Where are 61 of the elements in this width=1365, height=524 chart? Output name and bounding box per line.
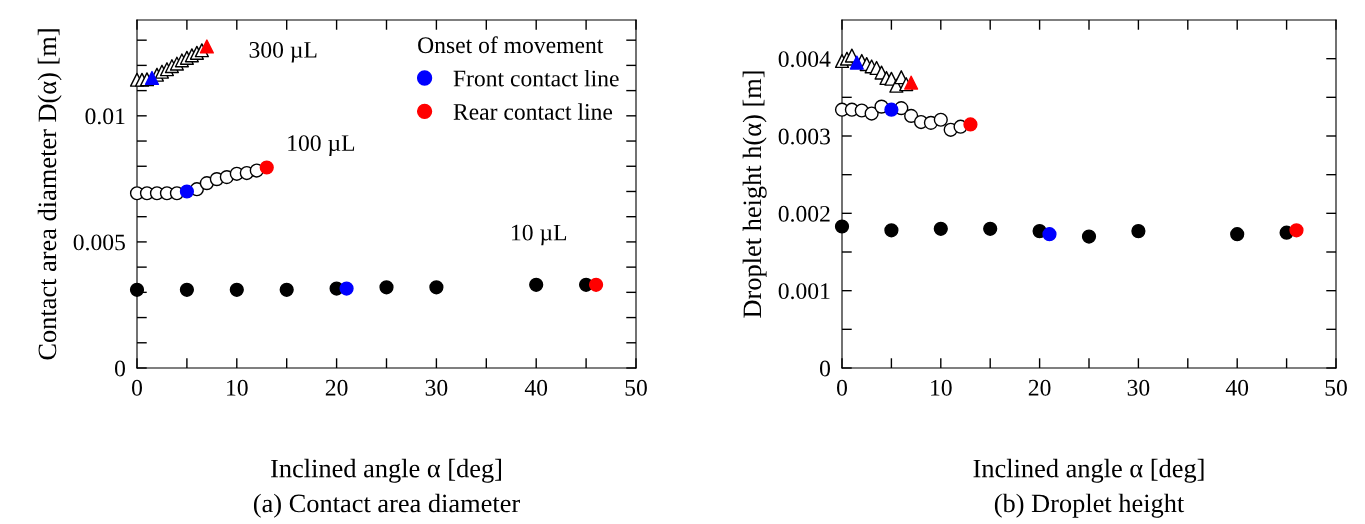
point <box>933 221 948 236</box>
text: (a) Contact area diameter <box>253 493 520 518</box>
point <box>983 221 998 236</box>
y-axis-title: Contact area diameter D(α) [m] <box>37 29 62 360</box>
point <box>884 102 899 117</box>
x-tick-label: 0 <box>132 379 142 396</box>
point <box>849 55 864 70</box>
point <box>144 70 160 86</box>
point <box>229 282 244 297</box>
y-tick-label: 0.01 <box>85 108 125 125</box>
point <box>588 277 604 292</box>
x-tick-label: 10 <box>227 379 248 396</box>
point <box>904 108 919 123</box>
x-tick-label: 50 <box>625 379 647 396</box>
text: (b) Droplet height <box>994 493 1185 518</box>
y-tick-label: 0.001 <box>778 283 830 300</box>
point <box>904 75 919 90</box>
annotation: 10 µL <box>512 224 567 246</box>
y-axis-title: Droplet height h(α) [m] <box>742 71 767 318</box>
y-tick-label: 0 <box>819 360 830 377</box>
annotation: 100 µL <box>288 135 355 156</box>
point <box>1289 223 1304 238</box>
point <box>864 106 879 121</box>
point <box>1131 224 1146 239</box>
x-tick-label: 30 <box>425 379 448 396</box>
x-tick-label: 40 <box>1225 379 1249 396</box>
point <box>1042 227 1057 242</box>
point <box>834 219 850 234</box>
point <box>259 160 274 175</box>
x-tick-label: 10 <box>931 379 952 396</box>
point <box>379 280 394 295</box>
point <box>1230 227 1245 242</box>
x-tick-label: 40 <box>524 379 548 396</box>
legend-label: Rear contact line <box>453 103 613 120</box>
point <box>199 39 214 54</box>
x-tick-label: 0 <box>837 379 847 396</box>
point <box>129 282 145 297</box>
x-tick-label: 20 <box>325 379 348 396</box>
point <box>179 184 194 199</box>
x-axis-title: Inclined angle α [deg] <box>973 458 1204 483</box>
point <box>179 282 194 297</box>
x-axis-title: Inclined angle α [deg] <box>271 458 501 483</box>
y-tick-label: 0.002 <box>778 205 830 222</box>
point <box>339 281 354 296</box>
x-tick-label: 30 <box>1127 379 1150 396</box>
point <box>933 112 948 127</box>
point <box>884 223 899 238</box>
point <box>963 117 978 132</box>
point <box>529 277 544 292</box>
point <box>429 280 444 295</box>
point <box>279 282 294 297</box>
legend-label: Front contact line <box>453 69 619 87</box>
y-tick-label: 0.005 <box>73 234 125 251</box>
annotation: 300 µL <box>249 41 317 63</box>
legend-title: Onset of movement <box>418 36 604 54</box>
x-tick-label: 50 <box>1325 379 1347 396</box>
x-tick-label: 20 <box>1028 379 1051 396</box>
point <box>1081 229 1097 244</box>
y-tick-label: 0.004 <box>778 51 831 68</box>
y-tick-label: 0 <box>114 360 125 377</box>
y-tick-label: 0.003 <box>778 128 830 145</box>
